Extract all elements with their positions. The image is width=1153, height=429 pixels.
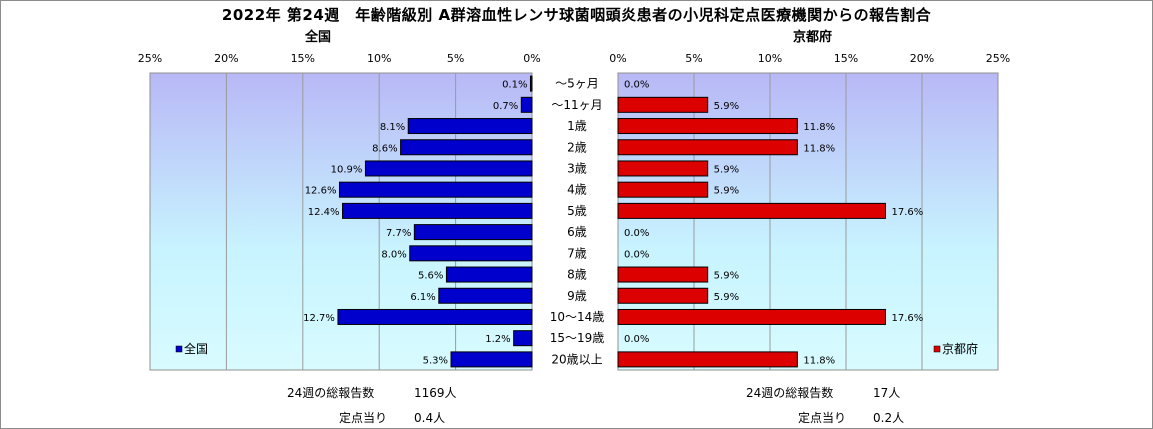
national-bar	[338, 181, 533, 198]
kyoto-per-label: 定点当り	[798, 411, 847, 425]
national-plot-area	[149, 72, 533, 371]
kyoto-bar	[617, 266, 709, 283]
age-category-label: 1歳	[567, 119, 587, 133]
national-value-label: 5.3%	[423, 355, 448, 366]
national-value-label: 8.1%	[380, 122, 405, 133]
national-value-label: 6.1%	[410, 292, 435, 303]
age-category-label: 20歳以上	[551, 352, 602, 366]
kyoto-tick-label: 25%	[986, 52, 1010, 65]
national-bar	[400, 139, 533, 156]
kyoto-bar	[617, 139, 798, 156]
national-tick-label: 15%	[291, 52, 315, 65]
kyoto-bar	[617, 160, 709, 177]
kyoto-value-label: 0.0%	[624, 228, 649, 239]
kyoto-value-label: 0.0%	[624, 80, 649, 91]
age-category-label: 3歳	[567, 161, 587, 175]
national-tick-label: 20%	[214, 52, 238, 65]
kyoto-total-label: 24週の総報告数	[746, 386, 834, 400]
kyoto-value-label: 5.9%	[714, 164, 739, 175]
kyoto-legend-swatch	[933, 345, 941, 353]
national-value-label: 0.7%	[493, 101, 518, 112]
national-bar	[407, 118, 533, 135]
national-bar	[445, 266, 533, 283]
age-category-label: 4歳	[567, 183, 587, 197]
national-bar	[413, 224, 533, 241]
age-category-label: 15〜19歳	[550, 331, 605, 345]
kyoto-value-label: 11.8%	[803, 143, 835, 154]
kyoto-value-label: 5.9%	[714, 186, 739, 197]
national-bar	[513, 330, 533, 347]
national-bar	[438, 287, 533, 304]
age-category-label: 10〜14歳	[550, 310, 605, 324]
age-category-label: 7歳	[567, 246, 587, 260]
kyoto-value-label: 17.6%	[892, 207, 924, 218]
national-total-label: 24週の総報告数	[287, 386, 375, 400]
kyoto-bar	[617, 287, 709, 304]
kyoto-value-label: 5.9%	[714, 101, 739, 112]
kyoto-value-label: 0.0%	[624, 249, 649, 260]
national-value-label: 1.2%	[485, 334, 510, 345]
national-value-label: 7.7%	[386, 228, 411, 239]
kyoto-value-label: 5.9%	[714, 271, 739, 282]
kyoto-legend-label: 京都府	[942, 341, 978, 356]
kyoto-bar	[617, 96, 709, 113]
national-tick-label: 10%	[367, 52, 391, 65]
national-bar	[337, 308, 533, 325]
national-tick-label: 25%	[138, 52, 162, 65]
kyoto-value-label: 17.6%	[892, 313, 924, 324]
national-total-value: 1169人	[414, 386, 457, 400]
age-category-label: 〜5ヶ月	[555, 77, 599, 91]
kyoto-bar	[617, 202, 887, 219]
national-bar	[409, 245, 533, 262]
national-tick-label: 5%	[447, 52, 464, 65]
age-category-label: 5歳	[567, 204, 587, 218]
age-category-label: 8歳	[567, 268, 587, 282]
national-value-label: 12.4%	[308, 207, 340, 218]
national-per-label: 定点当り	[339, 411, 388, 425]
age-category-label: 2歳	[567, 140, 587, 154]
kyoto-bar	[617, 351, 798, 368]
national-value-label: 8.6%	[372, 143, 397, 154]
national-bar	[520, 96, 533, 113]
kyoto-bar	[617, 181, 709, 198]
kyoto-bar	[617, 118, 798, 135]
kyoto-tick-label: 5%	[685, 52, 702, 65]
kyoto-value-label: 0.0%	[624, 334, 649, 345]
national-bar	[342, 202, 533, 219]
chart-title: 2022年 第24週 年齢階級別 A群溶血性レンサ球菌咽頭炎患者の小児科定点医療…	[221, 6, 932, 24]
national-value-label: 10.9%	[331, 164, 363, 175]
national-bar	[450, 351, 533, 368]
national-value-label: 12.6%	[305, 186, 337, 197]
national-value-label: 12.7%	[303, 313, 335, 324]
national-legend-swatch	[175, 345, 183, 353]
national-value-label: 5.6%	[418, 271, 443, 282]
kyoto-value-label: 11.8%	[803, 355, 835, 366]
national-value-label: 8.0%	[381, 249, 406, 260]
kyoto-panel-title: 京都府	[793, 30, 833, 45]
age-category-label: 6歳	[567, 225, 587, 239]
kyoto-tick-label: 15%	[834, 52, 858, 65]
kyoto-bar	[617, 308, 887, 325]
age-category-label: 〜11ヶ月	[551, 98, 602, 112]
kyoto-value-label: 5.9%	[714, 292, 739, 303]
national-per-value: 0.4人	[414, 411, 446, 425]
national-bar	[529, 75, 533, 92]
kyoto-per-value: 0.2人	[873, 411, 905, 425]
national-legend-label: 全国	[184, 341, 208, 356]
national-tick-label: 0%	[523, 52, 540, 65]
kyoto-tick-label: 10%	[758, 52, 782, 65]
national-panel-title: 全国	[305, 30, 332, 45]
age-category-label: 9歳	[567, 289, 587, 303]
kyoto-tick-label: 0%	[609, 52, 626, 65]
kyoto-tick-label: 20%	[910, 52, 934, 65]
kyoto-plot-area	[617, 72, 999, 371]
national-bar	[364, 160, 533, 177]
national-value-label: 0.1%	[502, 80, 527, 91]
kyoto-total-value: 17人	[873, 386, 901, 400]
kyoto-value-label: 11.8%	[803, 122, 835, 133]
